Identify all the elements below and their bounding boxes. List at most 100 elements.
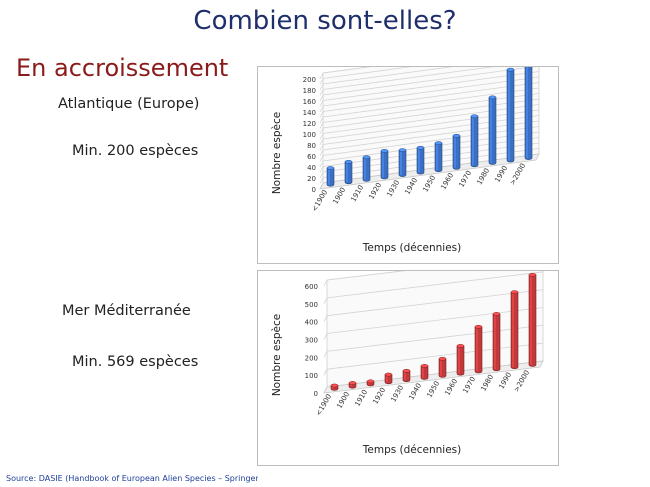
gridline: [319, 67, 535, 102]
x-tick-label: 1940: [403, 177, 419, 196]
gridline: [323, 342, 544, 376]
gridline: [319, 87, 540, 124]
y-tick-label: 140: [303, 109, 316, 117]
bar-highlight: [422, 365, 424, 378]
bar-body: [492, 313, 501, 372]
y-tick-label: 100: [303, 131, 316, 139]
x-tick-label: 1990: [493, 164, 509, 183]
bar-top: [488, 95, 497, 100]
y-axis-title: Nombre espèce: [271, 314, 283, 396]
y-tick-label: 600: [305, 283, 318, 291]
bar: [488, 95, 497, 165]
bar-body: [326, 167, 335, 187]
bar-body: [456, 345, 465, 376]
bar-highlight: [454, 135, 456, 168]
mediterranean-chart: 0 100 200 300 400 500 600 <1900 1900 1910 1920 1930…: [257, 270, 559, 466]
gridline: [319, 71, 540, 107]
bar-top: [326, 166, 335, 170]
bar-body: [470, 116, 479, 168]
y-tick-label: 300: [305, 337, 318, 345]
atlantic-label: Atlantique (Europe): [58, 96, 200, 112]
bar-top: [348, 381, 357, 385]
bar-body: [380, 150, 389, 180]
bar-body: [344, 161, 353, 185]
x-tick-label: 1990: [497, 371, 513, 390]
gridline: [319, 115, 540, 151]
x-tick-label: 1950: [421, 174, 437, 193]
x-tick-label: >2000: [508, 162, 527, 187]
bar-top: [470, 114, 479, 119]
bar: [528, 272, 537, 367]
bar-body: [420, 365, 429, 380]
atlantic-count: Min. 200 espèces: [72, 143, 199, 159]
bar-highlight: [530, 274, 532, 365]
bar: [452, 133, 461, 170]
bar: [492, 312, 501, 372]
x-tick-label: 1920: [367, 181, 383, 200]
y-tick-label: 0: [312, 186, 316, 194]
bar-body: [398, 149, 407, 177]
y-tick-label: 20: [307, 175, 316, 183]
y-tick-label: 200: [305, 354, 318, 362]
bar-body: [362, 156, 371, 182]
gridline: [323, 271, 544, 305]
bar: [416, 145, 425, 175]
gridline: [319, 98, 540, 135]
bar-top: [452, 133, 461, 138]
bar-body: [434, 142, 443, 172]
slide-subtitle: En accroissement: [16, 54, 229, 82]
bar: [420, 364, 429, 380]
y-tick-label: 40: [307, 164, 316, 172]
y-tick-label: 0: [314, 390, 318, 398]
bar-top: [384, 372, 393, 377]
gridline: [319, 126, 540, 162]
bar: [506, 67, 515, 163]
x-axis-title: Temps (décennies): [362, 242, 462, 254]
bar-top: [438, 356, 447, 361]
bar: [474, 324, 483, 374]
atlantic-chart: 0 20 40 60 80 100 120 140 160 180 200 <1900 1900 1910…: [257, 66, 559, 264]
x-tick-label: 1900: [335, 391, 351, 410]
bar: [524, 67, 533, 160]
y-tick-label: 200: [303, 76, 316, 84]
bar-body: [524, 67, 533, 160]
y-tick-label: 160: [303, 98, 316, 106]
x-tick-label: 1930: [389, 384, 405, 403]
bar-top: [420, 364, 429, 368]
gridline: [319, 120, 540, 157]
bar: [510, 290, 519, 369]
x-tick-label: 1910: [353, 388, 369, 407]
bar-highlight: [494, 313, 496, 370]
gridline: [319, 67, 412, 85]
x-tick-label: 1970: [457, 169, 473, 188]
gridline: [319, 93, 540, 129]
bar-highlight: [404, 370, 406, 381]
bar-top: [398, 148, 407, 153]
y-tick-label: 60: [307, 153, 316, 161]
bar-top: [528, 272, 537, 277]
slide-title: Combien sont-elles?: [193, 6, 457, 36]
bar: [330, 383, 339, 391]
bar-body: [506, 69, 515, 163]
bar-highlight: [400, 150, 402, 175]
y-tick-label: 80: [307, 142, 316, 150]
bar-top: [416, 145, 425, 150]
bar-highlight: [364, 157, 366, 180]
source-note: Source: DASIE (Handbook of European Alie…: [6, 474, 258, 483]
x-axis-title: Temps (décennies): [362, 444, 462, 456]
x-tick-label: 1900: [331, 186, 347, 205]
gridline: [319, 137, 540, 173]
gridline: [319, 104, 540, 140]
x-tick-label: 1920: [371, 386, 387, 405]
bar-highlight: [490, 97, 492, 163]
bar-highlight: [328, 168, 330, 185]
bar-top: [492, 312, 501, 316]
bar: [434, 141, 443, 172]
bar: [380, 149, 389, 180]
bar-top: [506, 67, 515, 72]
y-tick-label: 500: [305, 301, 318, 309]
gridline: [319, 67, 453, 91]
bar: [398, 148, 407, 177]
bar-highlight: [436, 143, 438, 171]
